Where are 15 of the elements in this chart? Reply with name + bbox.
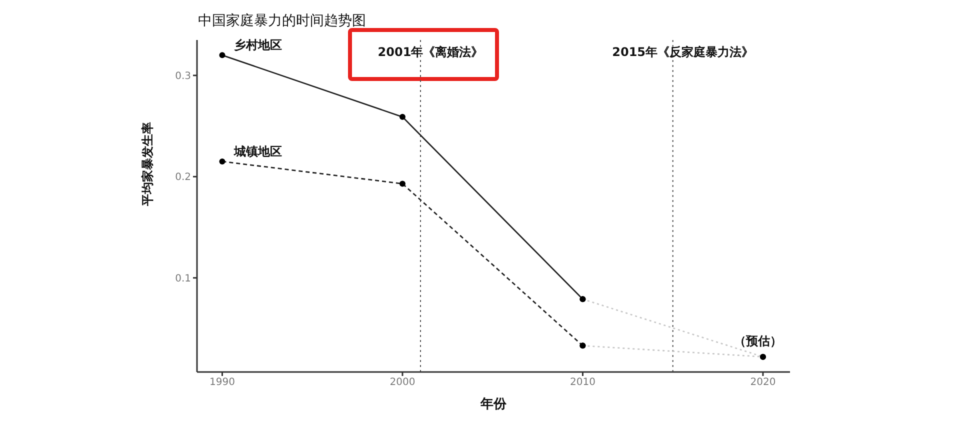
ref-line-label: 2015年《反家庭暴力法》 — [612, 45, 754, 59]
x-tick-label: 2020 — [750, 377, 776, 388]
x-tick-label: 2010 — [570, 377, 596, 388]
y-axis-title: 平均家暴发生率 — [140, 122, 154, 207]
y-tick-label: 0.1 — [175, 273, 191, 284]
y-tick-label: 0.3 — [175, 70, 191, 82]
series-label: 乡村地区 — [234, 38, 282, 52]
chart-title: 中国家庭暴力的时间趋势图 — [198, 12, 366, 30]
x-axis-title: 年份 — [480, 397, 508, 412]
y-tick-label: 0.2 — [175, 172, 191, 184]
ref-line-label: 2001年《离婚法》 — [378, 45, 484, 59]
series-label: 城镇地区 — [233, 144, 282, 158]
annotation: （预估） — [734, 334, 782, 348]
x-tick-label: 1990 — [210, 377, 235, 388]
x-tick-label: 2000 — [390, 377, 416, 388]
